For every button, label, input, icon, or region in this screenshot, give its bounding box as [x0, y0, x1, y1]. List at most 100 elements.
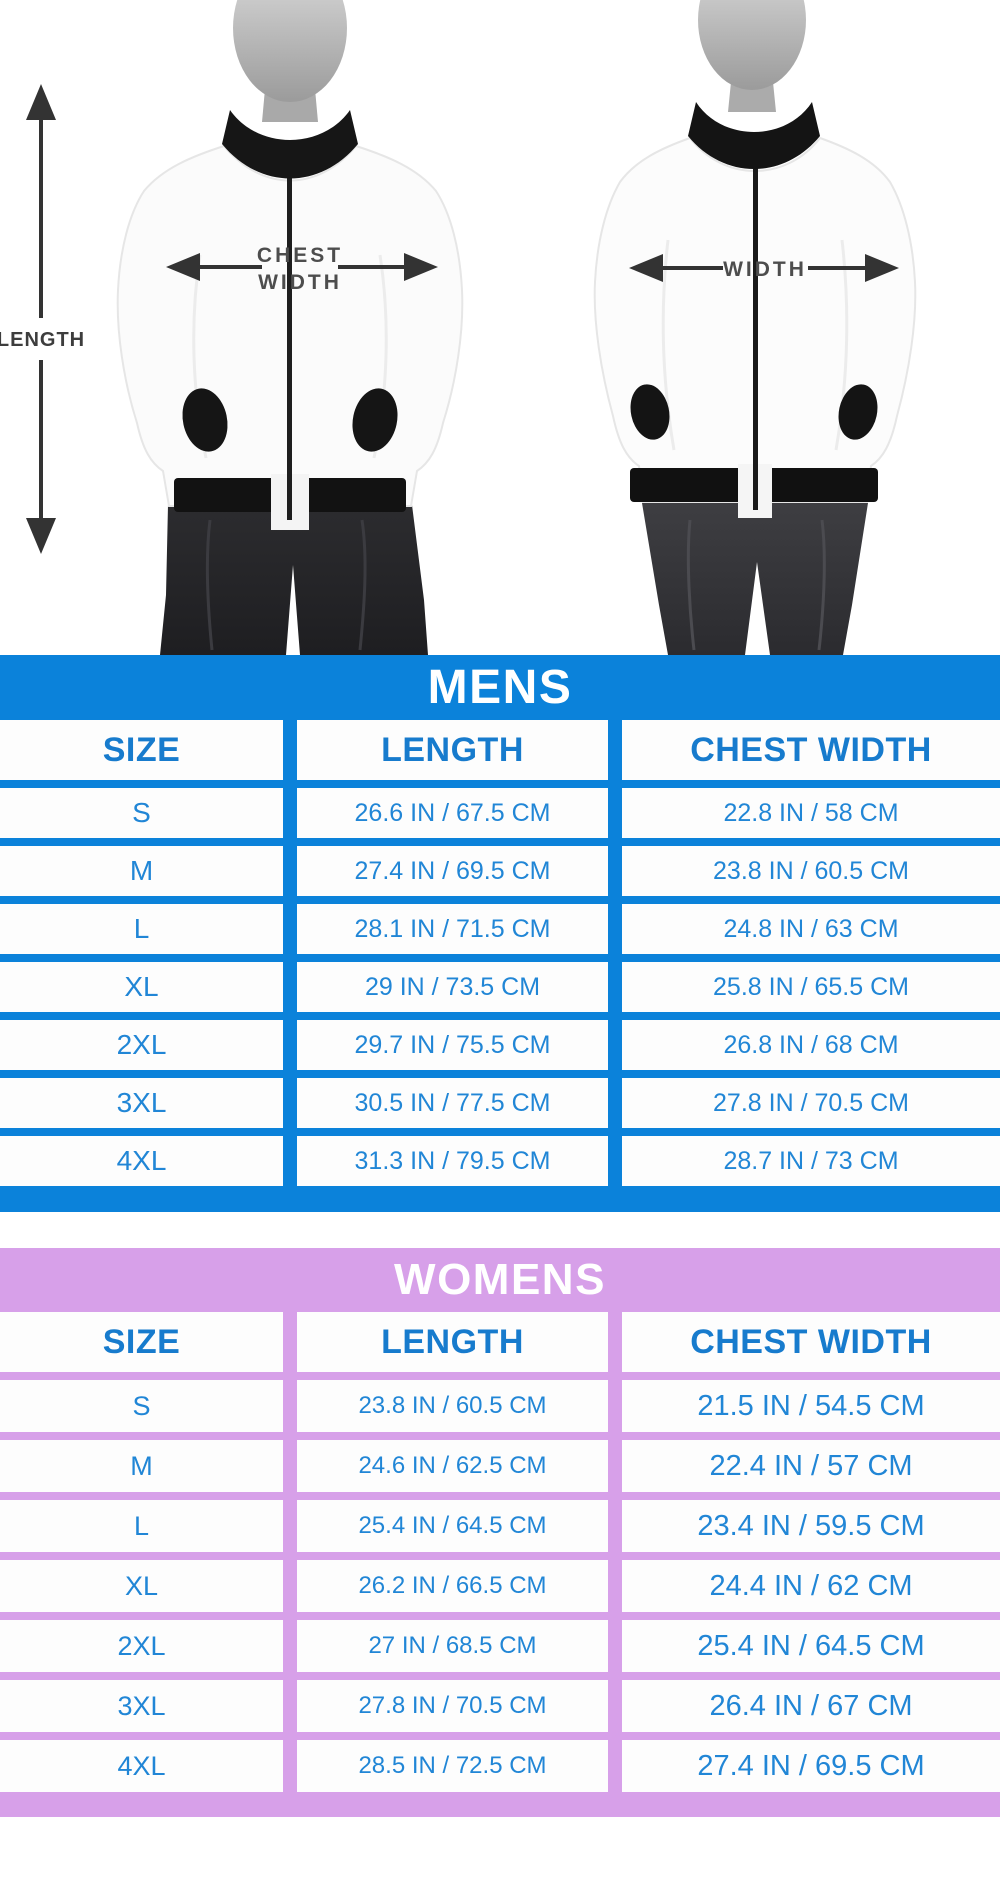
female-jeans	[642, 503, 868, 655]
length-cell: 27 IN / 68.5 CM	[297, 1620, 608, 1672]
table-row: XL 29 IN / 73.5 CM 25.8 IN / 65.5 CM	[0, 962, 1000, 1012]
table-row: S 23.8 IN / 60.5 CM 21.5 IN / 54.5 CM	[0, 1380, 1000, 1432]
table-row: 2XL 29.7 IN / 75.5 CM 26.8 IN / 68 CM	[0, 1020, 1000, 1070]
table-row: L 28.1 IN / 71.5 CM 24.8 IN / 63 CM	[0, 904, 1000, 954]
male-jeans	[160, 505, 428, 655]
chest-width-cell: 22.4 IN / 57 CM	[622, 1440, 1000, 1492]
column-header-size: SIZE	[0, 720, 283, 780]
female-mannequin	[593, 0, 917, 655]
width-label: WIDTH	[723, 258, 807, 281]
length-cell: 27.4 IN / 69.5 CM	[297, 846, 608, 896]
column-header-chest-width: CHEST WIDTH	[622, 1312, 1000, 1372]
table-row: L 25.4 IN / 64.5 CM 23.4 IN / 59.5 CM	[0, 1500, 1000, 1552]
womens-size-table: WOMENS SIZE LENGTH CHEST WIDTH S 23.8 IN…	[0, 1248, 1000, 1817]
size-cell: XL	[0, 1560, 283, 1612]
arrowhead-right	[865, 254, 899, 282]
size-cell: 2XL	[0, 1620, 283, 1672]
size-cell: 4XL	[0, 1136, 283, 1186]
table-row: 3XL 27.8 IN / 70.5 CM 26.4 IN / 67 CM	[0, 1680, 1000, 1732]
table-row: 4XL 28.5 IN / 72.5 CM 27.4 IN / 69.5 CM	[0, 1740, 1000, 1792]
length-cell: 30.5 IN / 77.5 CM	[297, 1078, 608, 1128]
male-collar	[222, 110, 358, 179]
size-cell: S	[0, 788, 283, 838]
male-zipper	[287, 148, 292, 520]
male-cuff	[182, 388, 228, 452]
female-cuff	[838, 384, 878, 440]
length-cell: 29 IN / 73.5 CM	[297, 962, 608, 1012]
chest-width-cell: 26.4 IN / 67 CM	[622, 1680, 1000, 1732]
jeans-fold	[686, 519, 696, 651]
male-cuff	[352, 388, 398, 452]
jeans-fold	[817, 519, 826, 651]
chest-width-cell: 26.8 IN / 68 CM	[622, 1020, 1000, 1070]
length-cell: 27.8 IN / 70.5 CM	[297, 1680, 608, 1732]
size-guide-illustration: LENGTH CHEST WIDTH WIDTH	[0, 0, 917, 655]
chest-width-cell: 27.4 IN / 69.5 CM	[622, 1740, 1000, 1792]
size-cell: M	[0, 846, 283, 896]
size-cell: M	[0, 1440, 283, 1492]
table-row: 2XL 27 IN / 68.5 CM 25.4 IN / 64.5 CM	[0, 1620, 1000, 1672]
arrowhead-up	[26, 84, 56, 120]
arrowhead-right	[404, 253, 438, 281]
womens-header-row: SIZE LENGTH CHEST WIDTH	[0, 1312, 1000, 1372]
table-row: M 27.4 IN / 69.5 CM 23.8 IN / 60.5 CM	[0, 846, 1000, 896]
size-cell: 2XL	[0, 1020, 283, 1070]
chest-width-cell: 24.8 IN / 63 CM	[622, 904, 1000, 954]
length-cell: 29.7 IN / 75.5 CM	[297, 1020, 608, 1070]
male-mannequin	[116, 0, 464, 655]
width-arrow	[629, 254, 899, 282]
table-row: 4XL 31.3 IN / 79.5 CM 28.7 IN / 73 CM	[0, 1136, 1000, 1186]
length-arrow	[26, 84, 56, 554]
size-cell: 3XL	[0, 1680, 283, 1732]
column-header-chest-width: CHEST WIDTH	[622, 720, 1000, 780]
chest-width-cell: 23.4 IN / 59.5 CM	[622, 1500, 1000, 1552]
length-cell: 25.4 IN / 64.5 CM	[297, 1500, 608, 1552]
chest-width-cell: 25.4 IN / 64.5 CM	[622, 1620, 1000, 1672]
size-cell: L	[0, 904, 283, 954]
mens-size-table: MENS SIZE LENGTH CHEST WIDTH S 26.6 IN /…	[0, 655, 1000, 1212]
jacket-seam	[661, 239, 676, 451]
table-row: S 26.6 IN / 67.5 CM 22.8 IN / 58 CM	[0, 788, 1000, 838]
chest-width-label: CHEST WIDTH	[257, 244, 343, 294]
female-zipper	[753, 138, 758, 510]
table-row: XL 26.2 IN / 66.5 CM 24.4 IN / 62 CM	[0, 1560, 1000, 1612]
size-cell: XL	[0, 962, 283, 1012]
column-header-length: LENGTH	[297, 1312, 608, 1372]
length-cell: 28.5 IN / 72.5 CM	[297, 1740, 608, 1792]
column-header-length: LENGTH	[297, 720, 608, 780]
chest-width-arrow	[166, 253, 438, 281]
length-cell: 31.3 IN / 79.5 CM	[297, 1136, 608, 1186]
male-head	[233, 0, 347, 102]
chest-width-cell: 22.8 IN / 58 CM	[622, 788, 1000, 838]
size-cell: 4XL	[0, 1740, 283, 1792]
arrowhead-left	[166, 253, 200, 281]
chest-width-cell: 21.5 IN / 54.5 CM	[622, 1380, 1000, 1432]
womens-table-title: WOMENS	[394, 1255, 606, 1304]
length-label: LENGTH	[0, 329, 85, 351]
arrowhead-left	[629, 254, 663, 282]
arrowhead-down	[26, 518, 56, 554]
female-head	[698, 0, 806, 90]
length-cell: 24.6 IN / 62.5 CM	[297, 1440, 608, 1492]
table-row: 3XL 30.5 IN / 77.5 CM 27.8 IN / 70.5 CM	[0, 1078, 1000, 1128]
chest-width-cell: 27.8 IN / 70.5 CM	[622, 1078, 1000, 1128]
chest-width-cell: 23.8 IN / 60.5 CM	[622, 846, 1000, 896]
chest-width-label-line1: CHEST	[257, 244, 343, 267]
chest-width-label-line2: WIDTH	[258, 271, 342, 294]
length-cell: 23.8 IN / 60.5 CM	[297, 1380, 608, 1432]
column-header-size: SIZE	[0, 1312, 283, 1372]
product-photo: LENGTH CHEST WIDTH WIDTH	[0, 0, 1000, 655]
female-cuff	[630, 384, 670, 440]
jeans-fold	[205, 519, 214, 651]
size-cell: 3XL	[0, 1078, 283, 1128]
length-cell: 28.1 IN / 71.5 CM	[297, 904, 608, 954]
chest-width-cell: 25.8 IN / 65.5 CM	[622, 962, 1000, 1012]
length-cell: 26.2 IN / 66.5 CM	[297, 1560, 608, 1612]
chest-width-cell: 28.7 IN / 73 CM	[622, 1136, 1000, 1186]
table-row: M 24.6 IN / 62.5 CM 22.4 IN / 57 CM	[0, 1440, 1000, 1492]
chest-width-cell: 24.4 IN / 62 CM	[622, 1560, 1000, 1612]
jeans-fold	[358, 519, 367, 651]
mens-header-row: SIZE LENGTH CHEST WIDTH	[0, 720, 1000, 780]
size-cell: L	[0, 1500, 283, 1552]
